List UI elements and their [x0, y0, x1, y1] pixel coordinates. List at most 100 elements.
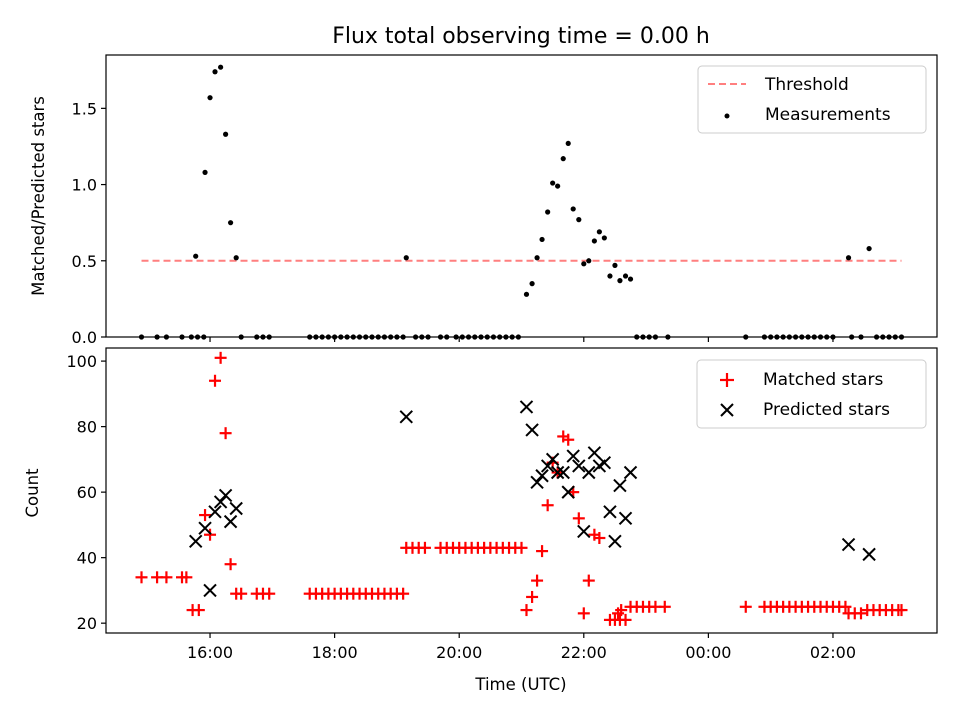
measurement-point	[523, 291, 530, 297]
matched-star-point	[180, 571, 193, 584]
star-count-legend: Matched stars Predicted stars	[696, 359, 927, 429]
measurement-point	[550, 180, 556, 186]
measurement-point	[403, 255, 409, 261]
predicted-star-point	[603, 505, 617, 519]
star-count-x-ticks: 16:00 18:00 20:00 22:00 00:00 02:00	[187, 633, 856, 662]
predicted-star-point	[208, 505, 222, 519]
y-tick-label: 80	[77, 418, 97, 437]
matched-star-point	[895, 604, 908, 617]
x-axis-label: Time (UTC)	[474, 675, 566, 694]
measurement-point	[570, 206, 576, 212]
matched-star-point	[536, 545, 549, 558]
matched-star-point	[397, 587, 410, 600]
matched-star-point	[520, 604, 533, 617]
predicted-star-point	[525, 423, 539, 437]
measurement-point	[555, 183, 561, 189]
matched-star-point	[235, 587, 248, 600]
star-count-axes-frame	[105, 347, 938, 634]
matched-star-point	[658, 600, 671, 613]
flux-ratio-y-label: Matched/Predicted stars	[29, 96, 48, 296]
matched-star-point	[224, 558, 237, 571]
star-count-y-label: Count	[23, 468, 42, 518]
x-tick-label: 00:00	[685, 643, 731, 662]
predicted-star-point	[618, 511, 633, 526]
x-tick-label: 20:00	[436, 643, 482, 662]
measurement-point	[586, 258, 592, 264]
matched-star-point	[192, 604, 205, 617]
matched-star-point	[531, 574, 544, 587]
measurement-point	[581, 261, 587, 267]
flux-ratio-y-ticks: 0.0 0.5 1.0 1.5	[72, 99, 106, 347]
y-tick-label: 40	[77, 549, 97, 568]
predicted-star-point	[198, 521, 212, 535]
measurement-point	[565, 140, 571, 147]
measurement-point	[560, 156, 566, 162]
matched-star-point	[619, 613, 632, 626]
measurement-point	[218, 64, 224, 70]
measurement-point	[627, 276, 634, 282]
predicted-star-point	[203, 583, 217, 598]
predicted-star-point	[399, 410, 413, 424]
star-count-legend-box	[696, 359, 927, 429]
predicted-star-point	[218, 488, 233, 503]
chart-title: Flux total observing time = 0.00 h	[332, 24, 710, 49]
matched-stars-legend-swatch	[720, 373, 734, 387]
predicted-star-point	[535, 469, 549, 483]
flux-ratio-legend: Threshold Measurements	[697, 65, 927, 134]
flux-ratio-panel: 0.0 0.5 1.0 1.5 Matched/Predicted stars Thr…	[29, 54, 938, 347]
matched-star-point	[135, 571, 148, 584]
matched-star-point	[582, 574, 595, 587]
x-tick-label: 02:00	[810, 643, 856, 662]
matched-star-point	[418, 541, 431, 554]
measurement-point	[233, 255, 239, 261]
predicted-star-point	[229, 501, 243, 516]
measurement-point	[207, 95, 213, 101]
y-tick-label: 0.0	[72, 328, 97, 347]
predicted-star-point	[188, 534, 203, 548]
matched-star-point	[214, 351, 227, 364]
predicted-star-point	[223, 514, 238, 529]
matched-star-point	[204, 528, 217, 541]
measurement-point	[534, 255, 540, 261]
y-tick-label: 1.0	[72, 176, 97, 195]
predicted-star-point	[540, 459, 555, 473]
matched-star-point	[739, 600, 752, 613]
predicted-star-point	[841, 537, 856, 552]
matched-star-point	[263, 587, 276, 600]
measurements-legend-label: Measurements	[765, 105, 891, 125]
x-tick-label: 18:00	[312, 643, 358, 662]
measurements-legend-swatch	[724, 113, 730, 119]
predicted-star-point	[577, 524, 591, 539]
measurement-point	[529, 281, 535, 287]
measurement-point	[601, 235, 607, 241]
y-tick-label: 1.5	[72, 99, 97, 118]
threshold-legend-label: Threshold	[764, 75, 849, 95]
x-tick-label: 16:00	[187, 643, 233, 662]
measurement-point	[596, 229, 602, 235]
y-tick-label: 0.5	[72, 252, 97, 271]
measurement-point	[617, 278, 623, 284]
predicted-star-point	[572, 459, 586, 473]
matched-star-point	[562, 433, 575, 446]
predicted-star-point	[608, 534, 622, 548]
matched-stars-legend-label: Matched stars	[763, 370, 883, 390]
predicted-stars-legend-label: Predicted stars	[763, 400, 890, 420]
matched-star-point	[855, 607, 868, 620]
measurement-point	[212, 69, 218, 75]
predicted-star-point	[623, 465, 638, 480]
predicted-star-point	[862, 547, 876, 562]
y-tick-label: 60	[77, 483, 97, 502]
matched-star-point	[209, 374, 222, 387]
predicted-star-point	[556, 465, 570, 480]
matched-star-point	[219, 427, 232, 440]
y-tick-label: 20	[77, 614, 97, 633]
predicted-star-point	[597, 455, 612, 470]
matched-star-point	[615, 604, 628, 617]
matched-star-point	[526, 590, 539, 603]
measurement-point	[227, 220, 234, 226]
measurement-point	[545, 209, 551, 215]
predicted-star-point	[613, 478, 627, 493]
measurement-point	[612, 262, 618, 268]
matched-star-point	[577, 607, 590, 620]
